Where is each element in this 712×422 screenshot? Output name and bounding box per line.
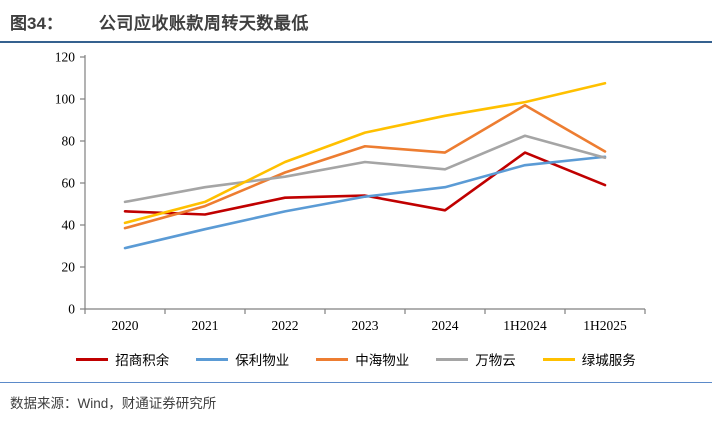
legend-label: 中海物业 xyxy=(355,353,410,368)
x-tick-label: 2024 xyxy=(432,318,459,333)
series-line-1 xyxy=(123,155,607,250)
figure-title: 公司应收账款周转天数最低 xyxy=(98,14,309,33)
legend-item-4: 绿城服务 xyxy=(542,349,636,369)
y-tick-label: 40 xyxy=(62,218,76,233)
x-tick-label: 1H2024 xyxy=(503,318,547,333)
source-text: 数据来源：Wind，财通证券研究所 xyxy=(10,396,217,411)
x-tick-label: 2023 xyxy=(352,318,379,333)
series-line-3 xyxy=(123,134,607,204)
chart-legend: 招商积余 保利物业 中海物业 万物云 绿城服务 xyxy=(0,349,712,369)
chart-canvas: 0 20 40 60 80 100 120 2020 2021 2022 2023 2024 1H202… xyxy=(55,50,646,333)
legend-swatch-icon xyxy=(542,357,575,361)
legend-label: 万物云 xyxy=(475,353,516,368)
legend-label: 保利物业 xyxy=(235,353,290,368)
x-tick-label: 2020 xyxy=(112,318,139,333)
legend-item-2: 中海物业 xyxy=(316,349,409,369)
figure-header: 图34： 公司应收账款周转天数最低 xyxy=(0,0,712,43)
legend-swatch-icon xyxy=(76,357,109,361)
source-note: 数据来源：Wind，财通证券研究所 xyxy=(0,382,712,422)
y-tick-label: 20 xyxy=(62,260,76,275)
legend-swatch-icon xyxy=(196,357,229,361)
legend-swatch-icon xyxy=(316,357,349,361)
legend-item-3: 万物云 xyxy=(436,349,516,369)
figure-number-label: 图34： xyxy=(10,14,63,33)
y-tick-label: 100 xyxy=(55,92,76,107)
y-tick-label: 60 xyxy=(62,176,76,191)
legend-item-0: 招商积余 xyxy=(76,349,169,369)
legend-label: 招商积余 xyxy=(115,353,170,368)
legend-label: 绿城服务 xyxy=(581,353,636,368)
legend-item-1: 保利物业 xyxy=(196,349,289,369)
line-chart: 0 20 40 60 80 100 120 2020 2021 2022 2023 2024 1H202… xyxy=(0,45,712,337)
x-tick-label: 1H2025 xyxy=(583,318,627,333)
y-tick-label: 120 xyxy=(55,50,76,65)
x-tick-label: 2021 xyxy=(192,318,219,333)
x-tick-label: 2022 xyxy=(272,318,299,333)
legend-swatch-icon xyxy=(436,357,469,361)
series-line-4 xyxy=(123,81,607,225)
series-line-2 xyxy=(123,103,607,230)
y-tick-label: 0 xyxy=(68,302,75,317)
y-tick-label: 80 xyxy=(62,134,76,149)
